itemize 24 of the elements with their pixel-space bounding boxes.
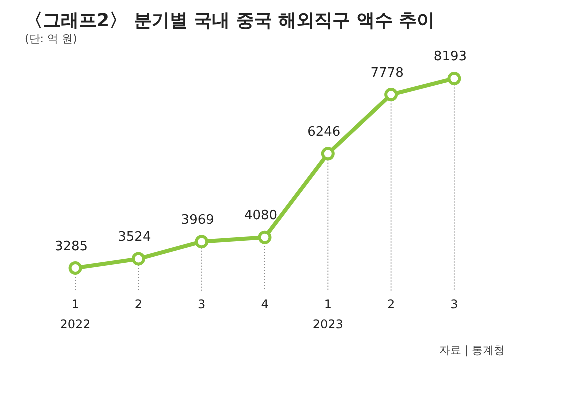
chart-title: 〈그래프2〉 분기별 국내 중국 해외직구 액수 추이 [25, 10, 436, 32]
data-label: 7778 [370, 66, 404, 81]
x-tick-label: 1 2022 [60, 298, 91, 332]
x-tick-label: 2 [134, 298, 143, 312]
point [448, 72, 462, 86]
data-label: 3524 [118, 230, 152, 246]
x-tick-label: 3 [198, 298, 206, 312]
x-tick-label: 1 2023 [312, 298, 344, 332]
x-tick-label: 3 [450, 298, 458, 312]
text: 자료 | 통계청 [439, 344, 505, 357]
point [132, 252, 146, 266]
point [68, 262, 82, 275]
data-label: 4080 [244, 208, 278, 224]
point [258, 230, 272, 244]
point [195, 235, 209, 249]
data-label: 8193 [434, 50, 468, 65]
chart-subtitle: (단: 억 원) [25, 32, 78, 46]
data-label: 6246 [308, 124, 341, 140]
point [384, 88, 398, 102]
x-tick-label: 4 [261, 298, 269, 312]
data-label: 3285 [54, 239, 88, 254]
x-tick-label: 2 [387, 298, 396, 312]
point [321, 147, 335, 161]
data-label: 3969 [181, 212, 214, 228]
